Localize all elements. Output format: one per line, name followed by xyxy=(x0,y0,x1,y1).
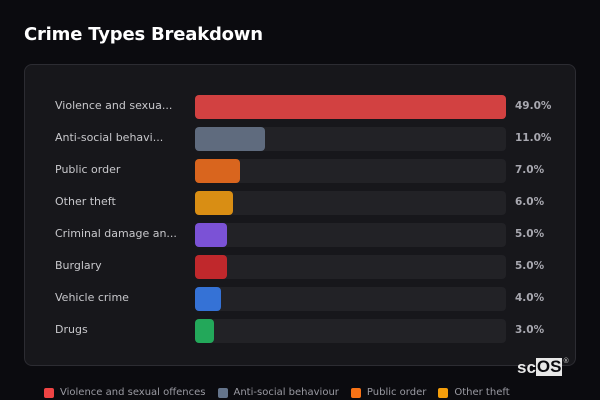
bar-row[interactable]: Criminal damage an... 5.0% xyxy=(25,223,575,247)
bar-fill xyxy=(195,287,221,311)
bar-row[interactable]: Drugs 3.0% xyxy=(25,319,575,343)
bar-fill xyxy=(195,127,265,151)
bar-fill xyxy=(195,191,233,215)
bar-fill xyxy=(195,319,214,343)
bar-row[interactable]: Anti-social behavi... 11.0% xyxy=(25,127,575,151)
bar-track xyxy=(195,223,506,247)
chart-legend: Violence and sexual offences Anti-social… xyxy=(44,387,510,398)
bar-fill xyxy=(195,223,227,247)
bar-row[interactable]: Other theft 6.0% xyxy=(25,191,575,215)
bar-track xyxy=(195,255,506,279)
bar-label: Vehicle crime xyxy=(55,291,129,304)
bar-track xyxy=(195,191,506,215)
legend-swatch-icon xyxy=(350,387,361,398)
bar-value: 6.0% xyxy=(515,196,545,208)
logo-boxed: OS xyxy=(535,357,563,376)
legend-swatch-icon xyxy=(438,387,449,398)
bar-label: Burglary xyxy=(55,259,102,272)
bar-value: 5.0% xyxy=(515,228,545,240)
bar-label: Violence and sexua... xyxy=(55,99,173,112)
legend-label: Other theft xyxy=(454,387,510,398)
legend-item[interactable]: Other theft xyxy=(438,387,510,398)
chart-card: Violence and sexua... 49.0% Anti-social … xyxy=(24,64,576,366)
logo-prefix: sc xyxy=(517,358,536,377)
scos-logo: sc OS ® xyxy=(517,358,569,378)
legend-swatch-icon xyxy=(44,387,54,398)
bar-label: Anti-social behavi... xyxy=(55,131,164,144)
bar-fill xyxy=(195,255,227,279)
registered-mark: ® xyxy=(563,358,569,365)
page-title: Crime Types Breakdown xyxy=(24,24,263,45)
bar-row[interactable]: Vehicle crime 4.0% xyxy=(25,287,575,311)
bar-row[interactable]: Violence and sexua... 49.0% xyxy=(25,95,575,119)
bar-track xyxy=(195,127,506,151)
bar-value: 4.0% xyxy=(515,292,545,304)
bar-track xyxy=(195,95,506,119)
legend-item[interactable]: Violence and sexual offences xyxy=(44,387,206,398)
bar-track xyxy=(195,319,506,343)
bar-row[interactable]: Burglary 5.0% xyxy=(25,255,575,279)
bar-fill xyxy=(195,95,506,119)
legend-swatch-icon xyxy=(217,387,228,398)
bar-label: Criminal damage an... xyxy=(55,227,177,240)
bar-value: 3.0% xyxy=(515,324,545,336)
bar-row[interactable]: Public order 7.0% xyxy=(25,159,575,183)
bar-label: Public order xyxy=(55,163,121,176)
bar-value: 11.0% xyxy=(515,132,552,144)
bar-value: 49.0% xyxy=(515,100,552,112)
bar-value: 5.0% xyxy=(515,260,545,272)
legend-label: Anti-social behaviour xyxy=(233,387,339,398)
bar-track xyxy=(195,287,506,311)
legend-item[interactable]: Public order xyxy=(350,387,427,398)
bar-label: Other theft xyxy=(55,195,116,208)
bar-value: 7.0% xyxy=(515,164,545,176)
legend-label: Violence and sexual offences xyxy=(60,387,206,398)
legend-item[interactable]: Anti-social behaviour xyxy=(217,387,339,398)
bar-track xyxy=(195,159,506,183)
legend-label: Public order xyxy=(366,387,427,398)
bar-label: Drugs xyxy=(55,323,88,336)
bar-fill xyxy=(195,159,240,183)
